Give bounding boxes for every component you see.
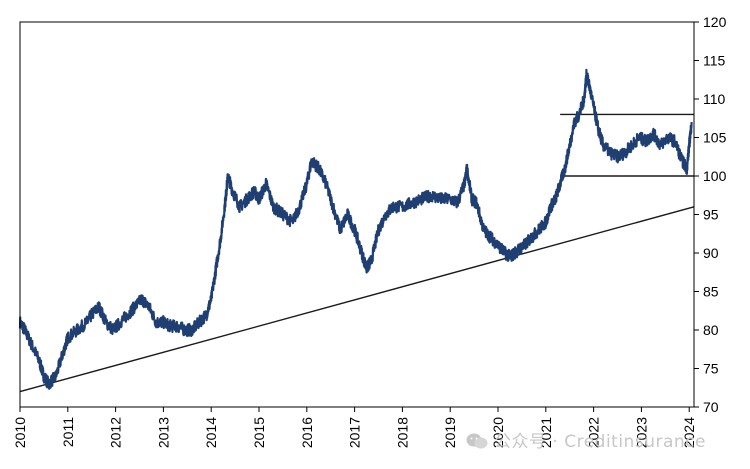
series-line bbox=[18, 68, 693, 390]
trend-line bbox=[19, 206, 695, 393]
y-tick-label: 100 bbox=[703, 168, 727, 184]
x-tick-label: 2011 bbox=[60, 417, 76, 447]
x-tick-label: 2024 bbox=[681, 417, 697, 448]
y-tick-label: 75 bbox=[703, 361, 719, 377]
x-tick-label: 2018 bbox=[394, 417, 410, 448]
x-tick-label: 2017 bbox=[347, 417, 363, 448]
x-tick-label: 2021 bbox=[538, 417, 554, 448]
y-tick-label: 95 bbox=[703, 207, 719, 223]
y-tick-label: 105 bbox=[703, 130, 727, 146]
x-axis-ticks: 2010 2011 2012 2013 2014 2015 2016 2017 2018 2019… bbox=[12, 407, 697, 448]
watermark: 公众号 · Creditinsurance bbox=[466, 427, 706, 452]
watermark-text: 公众号 · Creditinsurance bbox=[494, 432, 706, 452]
y-tick-label: 115 bbox=[703, 53, 726, 69]
wechat-icon bbox=[466, 433, 488, 449]
plot-frame bbox=[19, 21, 695, 408]
reference-lines bbox=[19, 113, 695, 393]
x-tick-label: 2016 bbox=[299, 417, 315, 448]
x-tick-label: 2010 bbox=[12, 417, 28, 448]
x-tick-label: 2019 bbox=[442, 417, 458, 448]
y-tick-label: 120 bbox=[703, 14, 727, 30]
x-tick-label: 2022 bbox=[586, 417, 602, 448]
y-tick-label: 70 bbox=[703, 399, 719, 415]
x-tick-label: 2023 bbox=[633, 417, 649, 448]
x-tick-label: 2014 bbox=[203, 417, 219, 448]
x-tick-label: 2020 bbox=[490, 417, 506, 448]
y-tick-label: 110 bbox=[703, 91, 726, 107]
y-tick-label: 85 bbox=[703, 284, 719, 300]
x-tick-label: 2013 bbox=[155, 417, 171, 448]
y-tick-label: 90 bbox=[703, 245, 719, 261]
y-tick-label: 80 bbox=[703, 322, 719, 338]
x-tick-label: 2015 bbox=[251, 417, 267, 448]
series-group bbox=[18, 68, 693, 390]
x-tick-label: 2012 bbox=[108, 417, 124, 448]
y-axis-ticks: 70 75 80 85 90 95 100 105 110 115 120 bbox=[694, 14, 727, 415]
